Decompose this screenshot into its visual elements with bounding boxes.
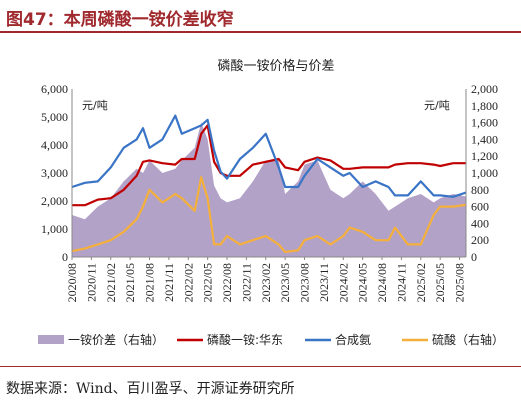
figure-title: 图47：本周磷酸一铵价差收窄 xyxy=(6,10,234,30)
right-tick-label: 1,800 xyxy=(471,99,498,113)
series-line-map xyxy=(72,124,466,207)
x-tick-label: 2020/11 xyxy=(84,263,98,302)
right-tick-label: 1,000 xyxy=(471,166,498,180)
right-tick-label: 200 xyxy=(471,233,489,247)
x-tick-label: 2022/05 xyxy=(201,263,215,302)
legend-label-map: 磷酸一铵:华东 xyxy=(207,332,283,347)
figure-header: 图47：本周磷酸一铵价差收窄 xyxy=(0,0,521,34)
x-tick-label: 2023/02 xyxy=(259,263,273,302)
x-tick-label: 2025/08 xyxy=(453,263,467,302)
legend-label-ammonia: 合成氨 xyxy=(335,332,371,347)
x-tick-label: 2024/11 xyxy=(394,263,408,302)
x-tick-label: 2021/02 xyxy=(104,263,118,302)
series-line-ammonia xyxy=(71,114,467,198)
left-tick-label: 5,000 xyxy=(41,110,68,124)
right-tick-label: 1,600 xyxy=(471,116,498,130)
x-tick-label: 2024/08 xyxy=(375,263,389,302)
x-tick-label: 2021/08 xyxy=(143,263,157,302)
source-note: 数据来源：Wind、百川盈孚、开源证券研究所 xyxy=(6,381,295,397)
x-tick-label: 2024/05 xyxy=(356,263,370,302)
legend-swatch-spread xyxy=(38,335,64,344)
left-tick-label: 0 xyxy=(62,250,68,264)
legend-label-sulfuric: 硫酸（右轴） xyxy=(432,332,504,347)
footer-rule xyxy=(0,366,521,367)
right-unit-label: 元/吨 xyxy=(424,99,450,112)
right-tick-label: 400 xyxy=(471,216,489,230)
left-tick-label: 3,000 xyxy=(41,166,68,180)
chart: 磷酸一铵价格与价差 0 1,000 2,000 3,000 4,000 5,000 6,00… xyxy=(38,58,504,347)
x-tick-label: 2022/02 xyxy=(181,263,195,302)
x-tick-label: 2023/05 xyxy=(278,263,292,302)
left-tick-label: 2,000 xyxy=(41,194,68,208)
right-tick-label: 1,200 xyxy=(471,149,498,163)
x-tick-label: 2020/08 xyxy=(65,263,79,302)
left-tick-label: 4,000 xyxy=(41,138,68,152)
x-tick-label: 2024/02 xyxy=(336,263,350,302)
left-tick-label: 1,000 xyxy=(41,222,68,236)
left-tick-label: 6,000 xyxy=(41,82,68,96)
x-tick-label: 2023/11 xyxy=(317,263,331,302)
plot-area: 0 1,000 2,000 3,000 4,000 5,000 6,000 0 200 400 60… xyxy=(38,82,504,347)
header-rule xyxy=(0,31,521,33)
right-tick-label: 800 xyxy=(471,183,489,197)
left-unit-label: 元/吨 xyxy=(82,99,108,112)
x-tick-label: 2022/08 xyxy=(220,263,234,302)
series-area-spread xyxy=(72,122,466,257)
x-tick-label: 2025/02 xyxy=(414,263,428,302)
right-tick-label: 1,400 xyxy=(471,132,498,146)
legend-label-spread: 一铵价差（右轴） xyxy=(68,332,164,347)
x-tick-label: 2022/11 xyxy=(239,263,253,302)
right-tick-label: 600 xyxy=(471,200,489,214)
series-line-sulfuric xyxy=(71,176,467,254)
x-tick-label: 2021/11 xyxy=(162,263,176,302)
x-tick-label: 2025/05 xyxy=(433,263,447,302)
x-tick-label: 2021/05 xyxy=(123,263,137,302)
right-tick-label: 0 xyxy=(471,250,477,264)
x-tick-label: 2023/08 xyxy=(298,263,312,302)
chart-title: 磷酸一铵价格与价差 xyxy=(217,58,334,74)
right-tick-label: 2,000 xyxy=(471,82,498,96)
